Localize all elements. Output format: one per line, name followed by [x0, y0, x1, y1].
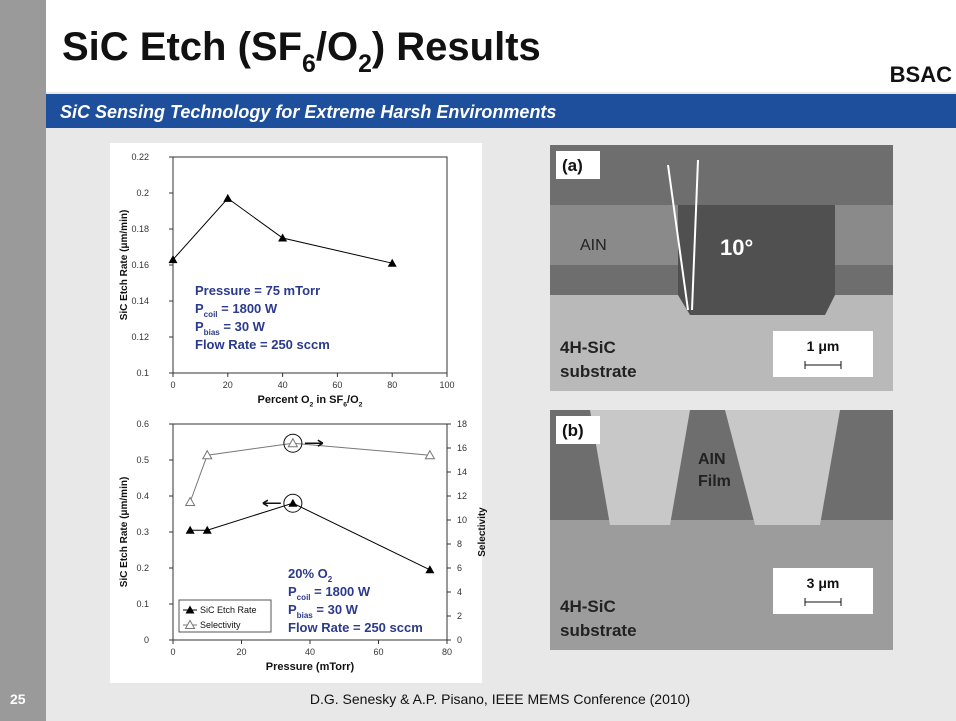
side-bar — [0, 0, 46, 721]
annotation-part: = 1800 W — [311, 584, 371, 599]
slide: SiC Etch (SF6/O2) ResultsBSACSiC Sensing… — [0, 0, 956, 721]
annotation-part: P — [288, 602, 297, 617]
material-label: Film — [698, 473, 731, 490]
annotation: Flow Rate = 250 sccm — [288, 620, 423, 635]
image-label: (a) — [562, 156, 583, 175]
y2-tick-label: 0 — [457, 635, 462, 645]
chart-panel — [110, 143, 482, 415]
footer: D.G. Senesky & A.P. Pisano, IEEE MEMS Co… — [310, 691, 690, 707]
y2-tick-label: 16 — [457, 443, 467, 453]
y-tick-label: 0.2 — [136, 188, 149, 198]
y-tick-label: 0.1 — [136, 599, 149, 609]
angle-label: 10° — [720, 235, 753, 260]
x-axis-label: Pressure (mTorr) — [266, 661, 355, 673]
y-tick-label: 0.16 — [131, 260, 149, 270]
x-axis-label-part: Pressure (mTorr) — [266, 661, 355, 673]
annotation-part: = 30 W — [220, 319, 266, 334]
y2-tick-label: 6 — [457, 563, 462, 573]
x-tick-label: 80 — [442, 647, 452, 657]
y-axis-label: SiC Etch Rate (μm/min) — [119, 210, 130, 321]
x-tick-label: 40 — [278, 380, 288, 390]
y-axis-label: SiC Etch Rate (μm/min) — [119, 477, 130, 588]
annotation: Flow Rate = 250 sccm — [195, 337, 330, 352]
y-tick-label: 0.14 — [131, 296, 149, 306]
annotation-part: coil — [297, 593, 311, 602]
y-tick-label: 0.2 — [136, 563, 149, 573]
trench — [678, 205, 835, 315]
slide-title-part: ) Results — [372, 25, 541, 69]
image-label: (b) — [562, 421, 584, 440]
substrate-label: 4H-SiC — [560, 338, 616, 357]
material-label: AIN — [698, 451, 726, 468]
scale-label: 1 μm — [807, 338, 840, 354]
x-tick-label: 20 — [236, 647, 246, 657]
y-tick-label: 0.1 — [136, 368, 149, 378]
x-axis-label-part: in SF — [313, 394, 343, 406]
x-tick-label: 40 — [305, 647, 315, 657]
x-axis-label-part: Percent O — [258, 394, 310, 406]
y-tick-label: 0.3 — [136, 527, 149, 537]
annotation-part: P — [195, 301, 204, 316]
legend-entry: Selectivity — [200, 620, 241, 630]
y2-tick-label: 10 — [457, 515, 467, 525]
annotation-part: P — [195, 319, 204, 334]
scale-label: 3 μm — [807, 575, 840, 591]
y-tick-label: 0.5 — [136, 455, 149, 465]
y2-tick-label: 18 — [457, 419, 467, 429]
annotation-part: Pressure = 75 mTorr — [195, 283, 320, 298]
y2-tick-label: 14 — [457, 467, 467, 477]
x-tick-label: 80 — [387, 380, 397, 390]
annotation-part: 20% O — [288, 566, 328, 581]
annotation: Pressure = 75 mTorr — [195, 283, 320, 298]
y2-axis-label: Selectivity — [477, 507, 488, 557]
y-tick-label: 0 — [144, 635, 149, 645]
x-tick-label: 60 — [373, 647, 383, 657]
x-tick-label: 0 — [170, 647, 175, 657]
x-axis-label-part: /O — [347, 394, 359, 406]
y-tick-label: 0.12 — [131, 332, 149, 342]
x-tick-label: 0 — [170, 380, 175, 390]
slide-title-part: 6 — [302, 51, 316, 78]
annotation-part: = 30 W — [313, 602, 359, 617]
annotation-part: = 1800 W — [218, 301, 278, 316]
annotation-part: 2 — [328, 575, 333, 584]
y-tick-label: 0.6 — [136, 419, 149, 429]
annotation-part: Flow Rate = 250 sccm — [195, 337, 330, 352]
substrate-label: substrate — [560, 621, 637, 640]
x-tick-label: 20 — [223, 380, 233, 390]
legend-entry: SiC Etch Rate — [200, 605, 257, 615]
x-tick-label: 60 — [332, 380, 342, 390]
y2-tick-label: 4 — [457, 587, 462, 597]
logo: BSAC — [890, 62, 952, 87]
page-number: 25 — [10, 691, 26, 707]
material-label: AIN — [580, 237, 607, 254]
x-tick-label: 100 — [439, 380, 454, 390]
subtitle: SiC Sensing Technology for Extreme Harsh… — [60, 102, 556, 122]
annotation-part: Flow Rate = 250 sccm — [288, 620, 423, 635]
slide-title-part: /O — [316, 25, 358, 69]
y2-tick-label: 2 — [457, 611, 462, 621]
slide-title-part: 2 — [358, 51, 372, 78]
y2-tick-label: 8 — [457, 539, 462, 549]
y-tick-label: 0.18 — [131, 224, 149, 234]
annotation-part: bias — [204, 328, 221, 337]
annotation-part: P — [288, 584, 297, 599]
substrate-label: substrate — [560, 362, 637, 381]
annotation-part: coil — [204, 310, 218, 319]
slide-title-part: SiC Etch (SF — [62, 25, 302, 69]
annotation-part: bias — [297, 611, 314, 620]
substrate-label: 4H-SiC — [560, 597, 616, 616]
y-tick-label: 0.4 — [136, 491, 149, 501]
y2-tick-label: 12 — [457, 491, 467, 501]
x-axis-label-part: 2 — [359, 401, 363, 408]
y-tick-label: 0.22 — [131, 152, 149, 162]
